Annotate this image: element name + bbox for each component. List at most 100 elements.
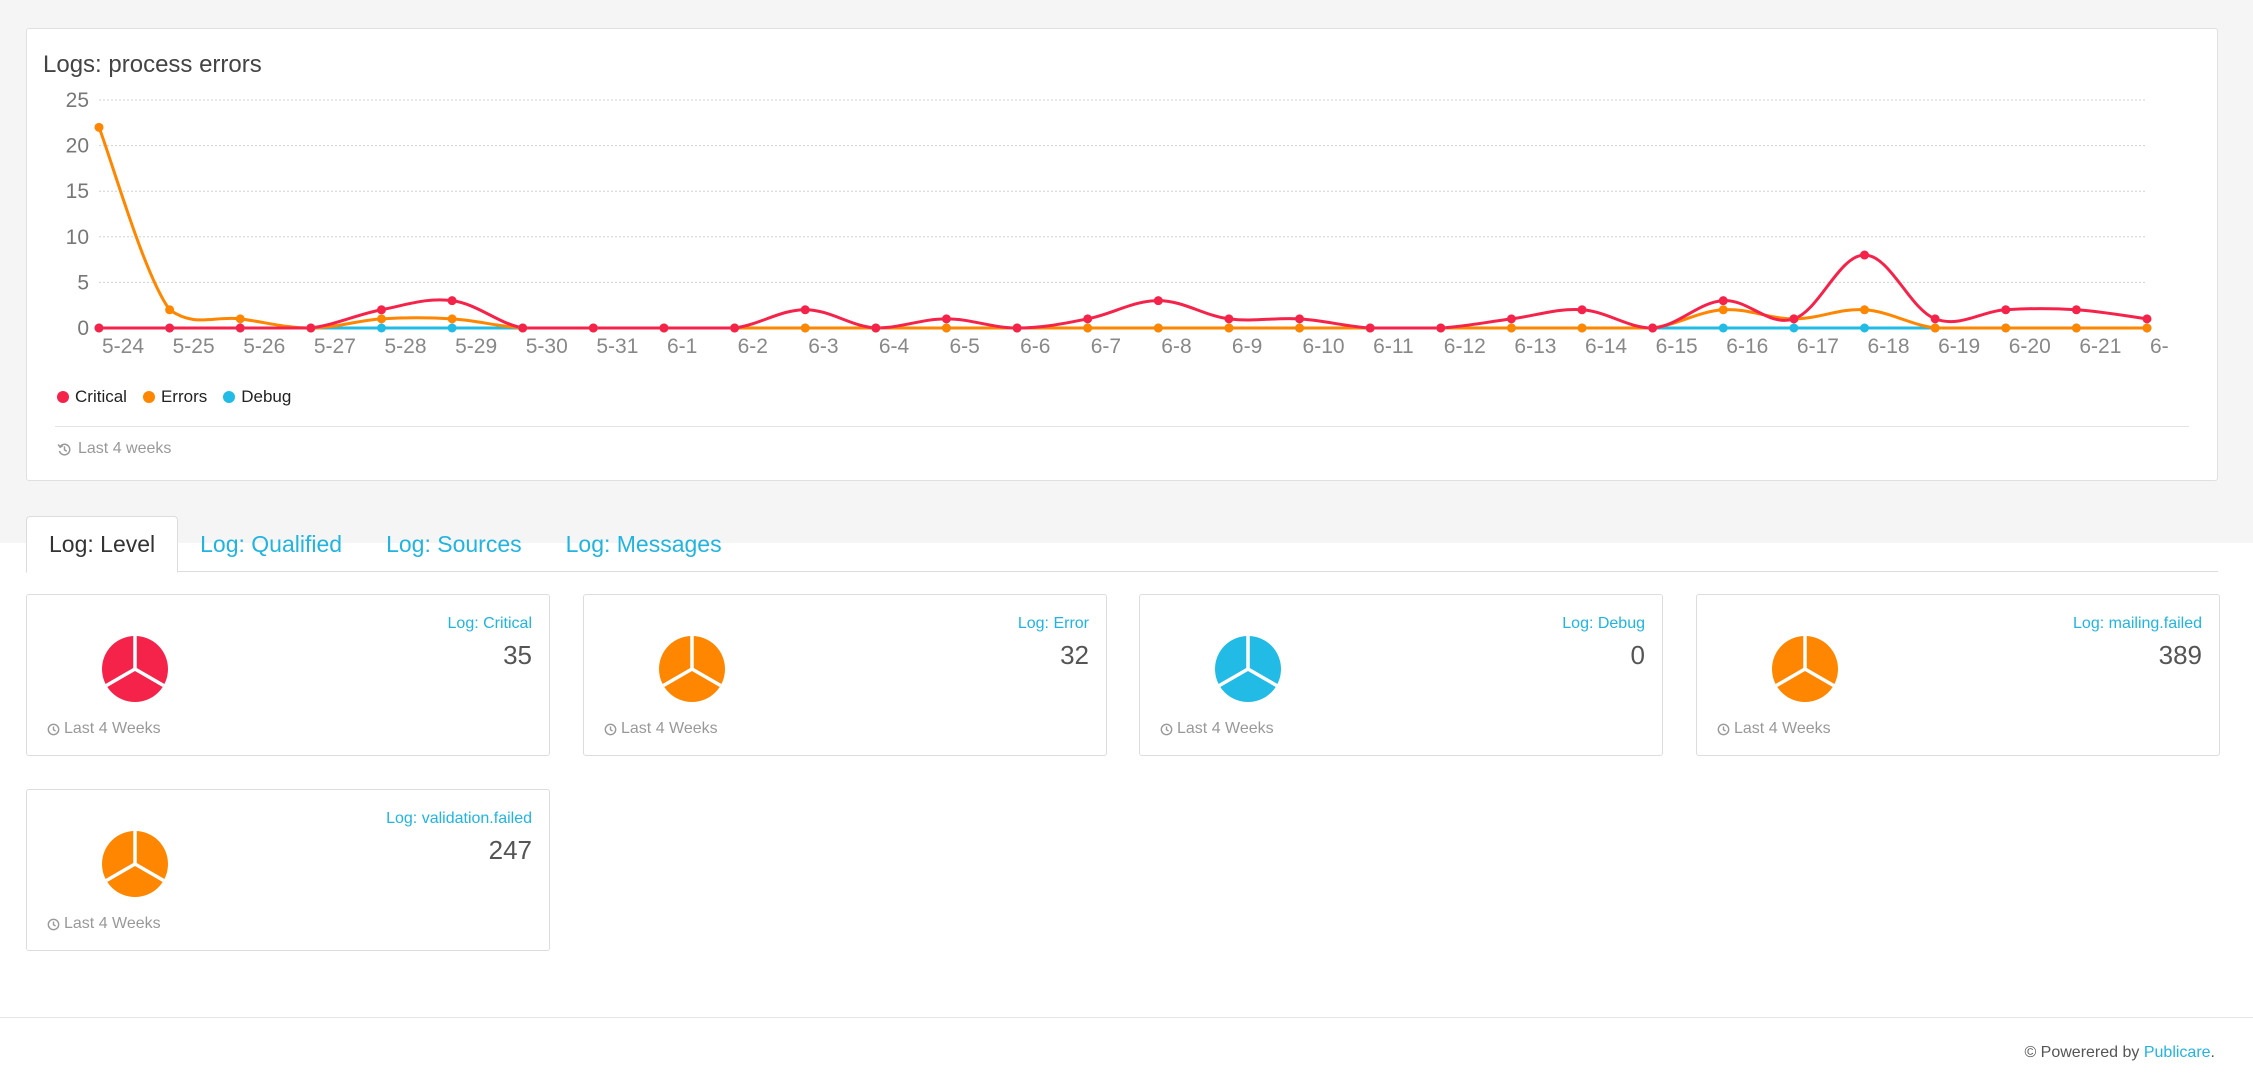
stat-footer: Last 4 Weeks <box>604 720 718 738</box>
data-point-errors <box>941 323 951 333</box>
legend-item[interactable]: Critical <box>57 387 127 407</box>
chart-card: Logs: process errors 0 5 10 15 20 25 5-24 5-25 5… <box>26 28 2218 481</box>
x-tick-label: 5-28 <box>384 335 426 358</box>
x-tick-label: 5-25 <box>173 335 215 358</box>
data-point-errors <box>1083 323 1093 333</box>
clock-icon <box>47 723 60 735</box>
x-tick-label: 6-4 <box>879 335 910 358</box>
data-point-critical <box>94 323 104 333</box>
legend-marker <box>142 391 155 403</box>
x-tick-label: 6-3 <box>808 335 838 358</box>
data-point-debug <box>376 323 386 333</box>
x-tick-label: 6-21 <box>2079 335 2121 358</box>
stat-value: 247 <box>488 835 532 865</box>
tab-bar: Log: Level Log: Qualified Log: Sources L… <box>26 516 2218 573</box>
x-tick-label: 6-6 <box>1020 335 1050 358</box>
tab-log-qualified[interactable]: Log: Qualified <box>200 530 343 557</box>
x-tick-label: 5-27 <box>314 335 356 358</box>
data-point-errors <box>1224 323 1234 333</box>
data-point-errors <box>2071 323 2081 333</box>
data-point-critical <box>1012 323 1022 333</box>
pie-chart-icon <box>1772 636 1838 702</box>
data-point-critical <box>165 323 175 333</box>
x-tick-label: 5-30 <box>526 335 568 358</box>
data-point-critical <box>1577 305 1587 315</box>
data-point-errors <box>2142 323 2152 333</box>
line-chart: 0 5 10 15 20 25 5-24 5-25 5-26 5-27 5-28 5-29 5-30 5-… <box>66 89 2169 358</box>
pie-slice-divider <box>105 831 165 883</box>
y-tick-label: 20 <box>66 135 89 158</box>
data-point-errors <box>800 323 810 333</box>
clock-icon <box>1160 723 1173 735</box>
tab-log-sources[interactable]: Log: Sources <box>386 530 522 557</box>
data-point-errors <box>2001 323 2011 333</box>
data-point-critical <box>659 323 669 333</box>
x-tick-label: 6-9 <box>1232 335 1262 358</box>
data-point-errors <box>1295 323 1305 333</box>
x-tick-label: 6-1 <box>667 335 697 358</box>
stat-label: Log: validation.failed <box>386 810 532 827</box>
x-tick-label: 6-2 <box>738 335 768 358</box>
stat-value: 35 <box>503 640 532 670</box>
data-point-debug <box>1718 323 1728 333</box>
stat-card-critical: Log: Critical 35 Last 4 Weeks <box>26 594 550 756</box>
data-point-errors <box>165 305 175 315</box>
x-tick-label: 6-8 <box>1161 335 1191 358</box>
x-tick-label: 6-17 <box>1797 335 1839 358</box>
legend-label: Debug <box>241 387 292 406</box>
stat-value: 389 <box>2158 640 2202 670</box>
stat-footer: Last 4 Weeks <box>47 915 161 933</box>
data-point-errors <box>1718 305 1728 315</box>
tab-log-level[interactable]: Log: Level <box>26 516 179 573</box>
data-point-errors <box>235 314 245 324</box>
x-tick-label: 6-14 <box>1585 335 1627 358</box>
chart-footer: Last 4 weeks <box>57 440 171 458</box>
data-point-critical <box>800 305 810 315</box>
clock-icon <box>1717 723 1730 735</box>
x-tick-label: 6-7 <box>1091 335 1121 358</box>
stat-footer-text: Last 4 Weeks <box>1734 720 1831 737</box>
stat-footer-text: Last 4 Weeks <box>1177 720 1274 737</box>
clock-icon <box>604 723 617 735</box>
x-tick-label: 5-24 <box>102 335 144 358</box>
pie-slice-divider <box>662 636 722 688</box>
stat-value: 32 <box>1060 640 1089 670</box>
x-tick-label: 6-18 <box>1868 335 1910 358</box>
x-tick-label: 6-19 <box>1938 335 1980 358</box>
data-point-errors <box>1577 323 1587 333</box>
stat-label: Log: Critical <box>447 615 532 632</box>
copyright-text: © Powerered by <box>2024 1044 2144 1061</box>
legend-marker <box>223 391 236 403</box>
data-point-critical <box>1224 314 1234 324</box>
data-point-critical <box>871 323 881 333</box>
data-point-critical <box>1506 314 1516 324</box>
data-point-critical <box>1648 323 1658 333</box>
stat-footer: Last 4 Weeks <box>1717 720 1831 738</box>
data-point-critical <box>306 323 316 333</box>
data-point-critical <box>588 323 598 333</box>
page-footer: © Powerered by Publicare. <box>0 1017 2253 1083</box>
legend-item[interactable]: Debug <box>223 387 291 407</box>
y-tick-label: 0 <box>77 317 89 340</box>
x-tick-label: 6-13 <box>1514 335 1556 358</box>
x-tick-label: 5-31 <box>596 335 638 358</box>
data-point-critical <box>447 296 457 306</box>
x-tick-label: 6-12 <box>1444 335 1486 358</box>
chart-divider <box>55 426 2189 427</box>
legend-item[interactable]: Errors <box>142 387 207 407</box>
x-tick-label: 6- <box>2150 335 2169 358</box>
tab-log-messages[interactable]: Log: Messages <box>565 530 722 557</box>
data-point-critical <box>1083 314 1093 324</box>
stat-footer-text: Last 4 Weeks <box>64 915 161 932</box>
stat-footer-text: Last 4 Weeks <box>621 720 718 737</box>
stat-label: Log: Error <box>1017 615 1089 632</box>
copyright: © Powerered by Publicare. <box>2024 1044 2215 1062</box>
data-point-critical <box>376 305 386 315</box>
publicare-link[interactable]: Publicare <box>2143 1044 2211 1061</box>
data-point-critical <box>1436 323 1446 333</box>
data-point-critical <box>1365 323 1375 333</box>
x-tick-label: 6-5 <box>949 335 979 358</box>
copyright-suffix: . <box>2210 1044 2215 1061</box>
pie-slice-divider <box>1218 636 1278 688</box>
stat-card-debug: Log: Debug 0 Last 4 Weeks <box>1139 594 1663 756</box>
